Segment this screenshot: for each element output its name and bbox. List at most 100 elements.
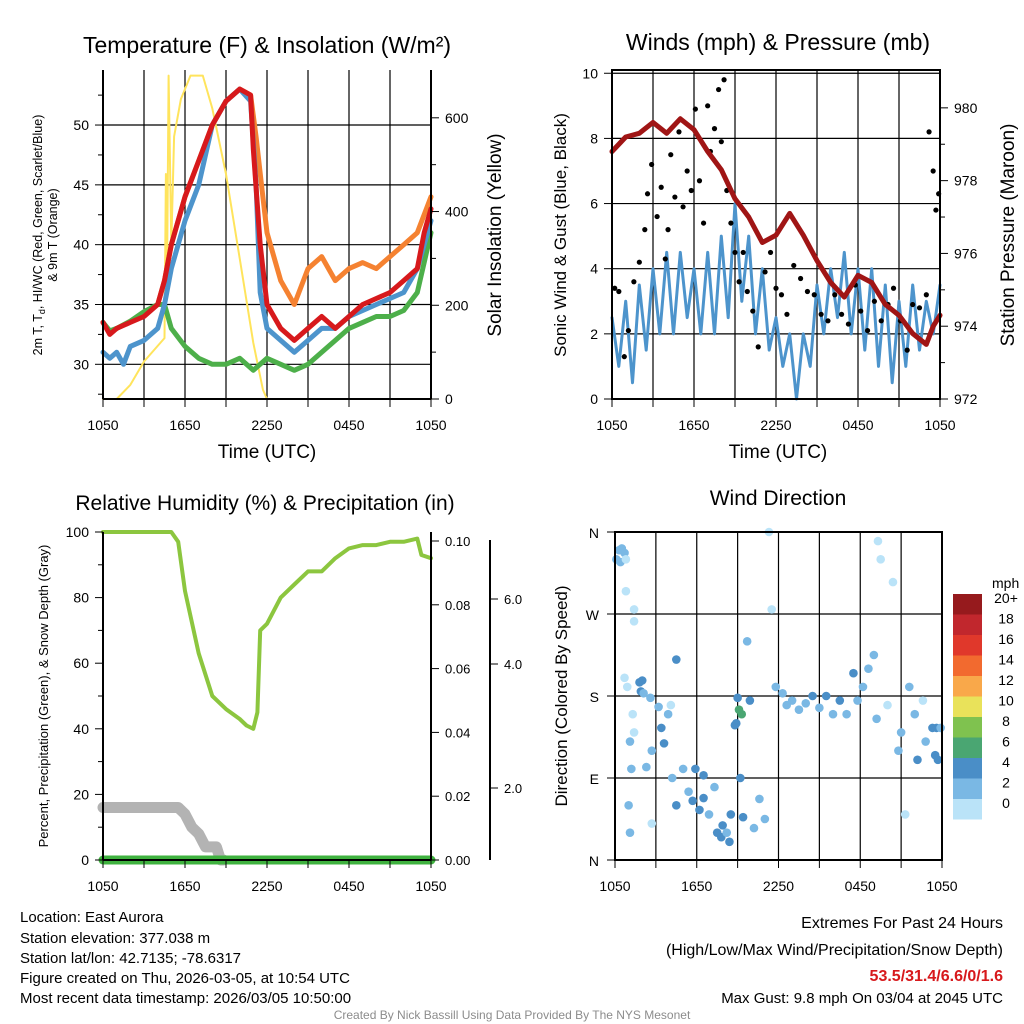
direction-y-label: Direction (Colored By Speed): [552, 585, 571, 806]
legend-label: 12: [998, 672, 1014, 688]
gust-point: [871, 298, 878, 304]
snow-y-tick-label: 4.0: [504, 657, 522, 672]
wind-direction-point: [731, 719, 741, 728]
rh-y-tick-label: 0: [81, 852, 89, 868]
wind-direction-point: [710, 782, 719, 792]
gust-point: [791, 262, 797, 269]
gust-point: [654, 213, 660, 220]
gust-point: [688, 187, 694, 194]
wind-direction-point: [704, 810, 714, 819]
wind-direction-point: [639, 688, 648, 698]
wind-direction-point: [663, 709, 673, 719]
insolation-y-tick-label: 0: [445, 391, 453, 407]
temp-y-tick-label: 35: [73, 296, 89, 312]
wind-direction-point: [621, 586, 631, 596]
elevation-text: Station elevation: 377.038 m: [20, 930, 210, 947]
wind-direction-point: [684, 787, 693, 796]
gust-point: [728, 220, 734, 226]
dir-x-tick-label: 0450: [845, 878, 876, 894]
wind-direction-point: [801, 698, 811, 708]
gust-point: [798, 275, 804, 282]
gust-point: [910, 301, 916, 308]
wind-direction-point: [620, 673, 629, 683]
wind-direction-point: [745, 696, 755, 705]
wind-direction-point: [738, 812, 748, 822]
gust-point: [778, 292, 785, 298]
gust-point: [616, 288, 622, 295]
precip-y-tick-label: 0.06: [445, 662, 470, 677]
series-red-line: [100, 86, 434, 343]
gust-point: [662, 256, 668, 262]
wind-direction-point: [828, 709, 838, 719]
extremes-title: Extremes For Past 24 Hours: [801, 915, 1003, 932]
gust-point: [625, 327, 632, 334]
gust-point: [700, 220, 707, 226]
wind-direction-point: [910, 709, 920, 719]
gust-point: [818, 311, 824, 317]
wind-direction-point: [725, 837, 734, 847]
gust-point: [672, 194, 678, 200]
wind-direction-point: [749, 823, 759, 833]
rh-y-tick-label: 40: [73, 721, 89, 737]
pressure-y-tick-label: 972: [954, 391, 978, 407]
temperature-y-label-line2: & 9m T (Orange): [46, 188, 60, 281]
gust-point: [649, 161, 655, 168]
temp-x-tick-label: 1050: [87, 417, 118, 433]
pressure-y-tick-label: 976: [954, 245, 978, 261]
legend-label: 4: [1002, 754, 1010, 770]
wind-direction-point: [771, 682, 781, 692]
winds-frame: [611, 69, 941, 400]
wind-direction-point: [842, 709, 851, 719]
legend-label: 14: [998, 652, 1014, 668]
gust-point: [904, 347, 910, 353]
legend-label: 8: [1002, 713, 1010, 729]
gust-point: [864, 327, 871, 334]
temp-x-tick-label: 1650: [169, 417, 200, 433]
wind-direction-point: [742, 637, 752, 646]
temp-x-tick-label: 0450: [333, 417, 364, 433]
gust-point: [696, 178, 703, 184]
gust-point: [631, 279, 637, 285]
rh-y-tick-label: 80: [73, 590, 89, 606]
wind-direction-point: [654, 702, 663, 712]
legend-label: 18: [998, 611, 1014, 627]
wind-direction-point: [794, 705, 804, 714]
dir-y-tick-label: N: [589, 525, 599, 541]
wind-direction-point: [815, 703, 824, 713]
gust-point: [711, 126, 718, 132]
legend-label: 2: [1002, 775, 1010, 791]
wind-direction-point: [657, 723, 666, 733]
winds-y-tick-label: 8: [590, 130, 598, 146]
temp-y-tick-label: 45: [73, 177, 89, 193]
wind-direction-point: [672, 655, 681, 664]
extremes-panel: Extremes For Past 24 Hours (High/Low/Max…: [666, 915, 1003, 1007]
pressure-line: [609, 116, 943, 347]
relative-humidity-line: [101, 530, 433, 731]
gust-point: [684, 168, 690, 174]
winds-y-tick-label: 0: [590, 391, 598, 407]
latlon-text: Station lat/lon: 42.7135; -78.6317: [20, 950, 241, 967]
dir-x-tick-label: 1050: [599, 878, 630, 894]
rh-x-tick-label: 1050: [87, 878, 118, 894]
legend-swatch: [953, 635, 982, 656]
gust-point: [784, 311, 790, 317]
credit-text: Created By Nick Bassill Using Data Provi…: [334, 1008, 691, 1022]
wind-direction-point: [835, 696, 845, 705]
legend-swatch: [953, 655, 982, 676]
gust-point: [858, 308, 864, 314]
wind-direction-chart-title: Wind Direction: [710, 487, 847, 510]
wind-direction-point: [872, 714, 881, 724]
temp-y-tick-label: 50: [73, 117, 89, 133]
gust-point: [832, 292, 838, 298]
gust-point: [721, 77, 727, 83]
wind-direction-point: [894, 746, 903, 755]
rh-x-tick-label: 1650: [169, 878, 200, 894]
winds-x-tick-label: 2250: [760, 417, 791, 433]
gust-point: [744, 288, 750, 295]
pressure-y-label: Station Pressure (Maroon): [998, 124, 1019, 347]
gust-point: [773, 285, 779, 291]
legend-swatch: [953, 614, 982, 635]
insolation-y-tick-label: 200: [445, 297, 469, 313]
legend-swatch: [953, 778, 982, 799]
wind-direction-point: [933, 755, 943, 765]
